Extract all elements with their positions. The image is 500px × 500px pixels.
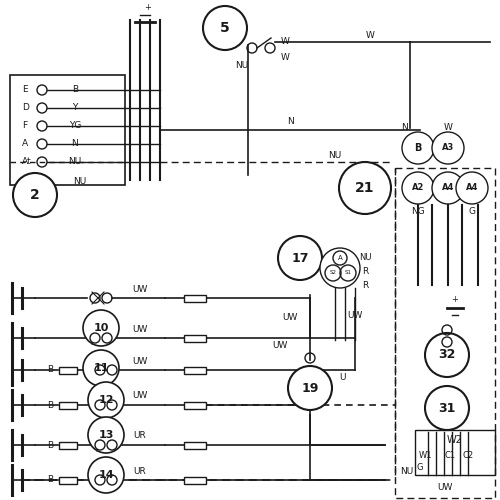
Circle shape — [203, 6, 247, 50]
Bar — [415, 430, 495, 475]
Text: 12: 12 — [98, 395, 114, 405]
Bar — [59, 366, 77, 374]
Text: B: B — [47, 366, 53, 374]
Circle shape — [88, 457, 124, 493]
Text: B: B — [47, 476, 53, 484]
Text: NG: NG — [411, 208, 425, 216]
Bar — [184, 334, 206, 342]
Text: 21: 21 — [355, 181, 375, 195]
Text: E: E — [22, 86, 28, 94]
Text: Y: Y — [72, 104, 78, 112]
Bar — [59, 442, 77, 448]
Text: 17: 17 — [291, 252, 309, 264]
Text: NU: NU — [74, 178, 86, 186]
Text: A4: A4 — [442, 184, 454, 192]
Text: +: + — [144, 4, 152, 13]
Text: W: W — [280, 38, 289, 46]
Text: NU: NU — [359, 254, 371, 262]
Text: N: N — [286, 118, 294, 126]
Circle shape — [456, 172, 488, 204]
Text: A3: A3 — [442, 144, 454, 152]
Circle shape — [339, 162, 391, 214]
Text: At: At — [22, 158, 32, 166]
Circle shape — [425, 386, 469, 430]
Text: W: W — [280, 54, 289, 62]
Text: C1: C1 — [444, 450, 456, 460]
Bar — [184, 442, 206, 448]
Bar — [395, 168, 495, 498]
Text: NU: NU — [236, 60, 248, 70]
Circle shape — [83, 310, 119, 346]
Circle shape — [402, 172, 434, 204]
Bar — [184, 476, 206, 484]
Text: U: U — [339, 374, 345, 382]
Text: S1: S1 — [344, 270, 352, 276]
Text: G: G — [468, 208, 475, 216]
Circle shape — [402, 132, 434, 164]
Text: A: A — [338, 255, 342, 261]
Text: 19: 19 — [302, 382, 318, 394]
Text: W: W — [366, 32, 374, 40]
Circle shape — [88, 382, 124, 418]
Circle shape — [88, 417, 124, 453]
Circle shape — [432, 172, 464, 204]
Text: 2: 2 — [30, 188, 40, 202]
Text: A: A — [22, 140, 28, 148]
Circle shape — [278, 236, 322, 280]
Text: 14: 14 — [98, 470, 114, 480]
Bar — [59, 402, 77, 408]
Text: B: B — [47, 440, 53, 450]
Circle shape — [83, 350, 119, 386]
Text: S2: S2 — [330, 270, 336, 276]
Text: W: W — [444, 124, 452, 132]
Bar — [59, 476, 77, 484]
Text: D: D — [22, 104, 29, 112]
Text: UW: UW — [438, 484, 452, 492]
Text: A4: A4 — [466, 184, 478, 192]
Text: C2: C2 — [462, 450, 473, 460]
Text: W1: W1 — [418, 450, 432, 460]
Text: R: R — [362, 268, 368, 276]
Text: UR: UR — [134, 432, 146, 440]
Text: 5: 5 — [220, 21, 230, 35]
Circle shape — [432, 132, 464, 164]
Bar — [184, 294, 206, 302]
Text: A2: A2 — [412, 184, 424, 192]
Text: UW: UW — [272, 340, 287, 349]
Text: 11: 11 — [93, 363, 109, 373]
Text: UR: UR — [134, 466, 146, 475]
Text: UW: UW — [348, 310, 362, 320]
Text: N: N — [72, 140, 78, 148]
Text: B: B — [414, 143, 422, 153]
Text: W2: W2 — [447, 435, 463, 445]
Text: UW: UW — [132, 392, 148, 400]
Text: UW: UW — [282, 314, 298, 322]
Circle shape — [320, 248, 360, 288]
Bar — [184, 402, 206, 408]
Text: B: B — [72, 86, 78, 94]
Text: F: F — [22, 122, 27, 130]
Text: 32: 32 — [438, 348, 456, 362]
Circle shape — [288, 366, 332, 410]
Text: 31: 31 — [438, 402, 456, 414]
Text: N: N — [402, 124, 408, 132]
Circle shape — [425, 333, 469, 377]
Bar — [10, 75, 125, 185]
Text: 10: 10 — [94, 323, 108, 333]
Text: B: B — [47, 400, 53, 409]
Text: NU: NU — [328, 150, 342, 160]
Text: UW: UW — [132, 324, 148, 334]
Text: +: + — [452, 296, 458, 304]
Text: NU: NU — [68, 158, 82, 166]
Text: G: G — [417, 464, 423, 472]
Text: UW: UW — [132, 356, 148, 366]
Text: YG: YG — [69, 122, 81, 130]
Text: R: R — [362, 280, 368, 289]
Text: 13: 13 — [98, 430, 114, 440]
Circle shape — [13, 173, 57, 217]
Text: UW: UW — [132, 284, 148, 294]
Bar — [184, 366, 206, 374]
Text: NU: NU — [400, 468, 413, 476]
